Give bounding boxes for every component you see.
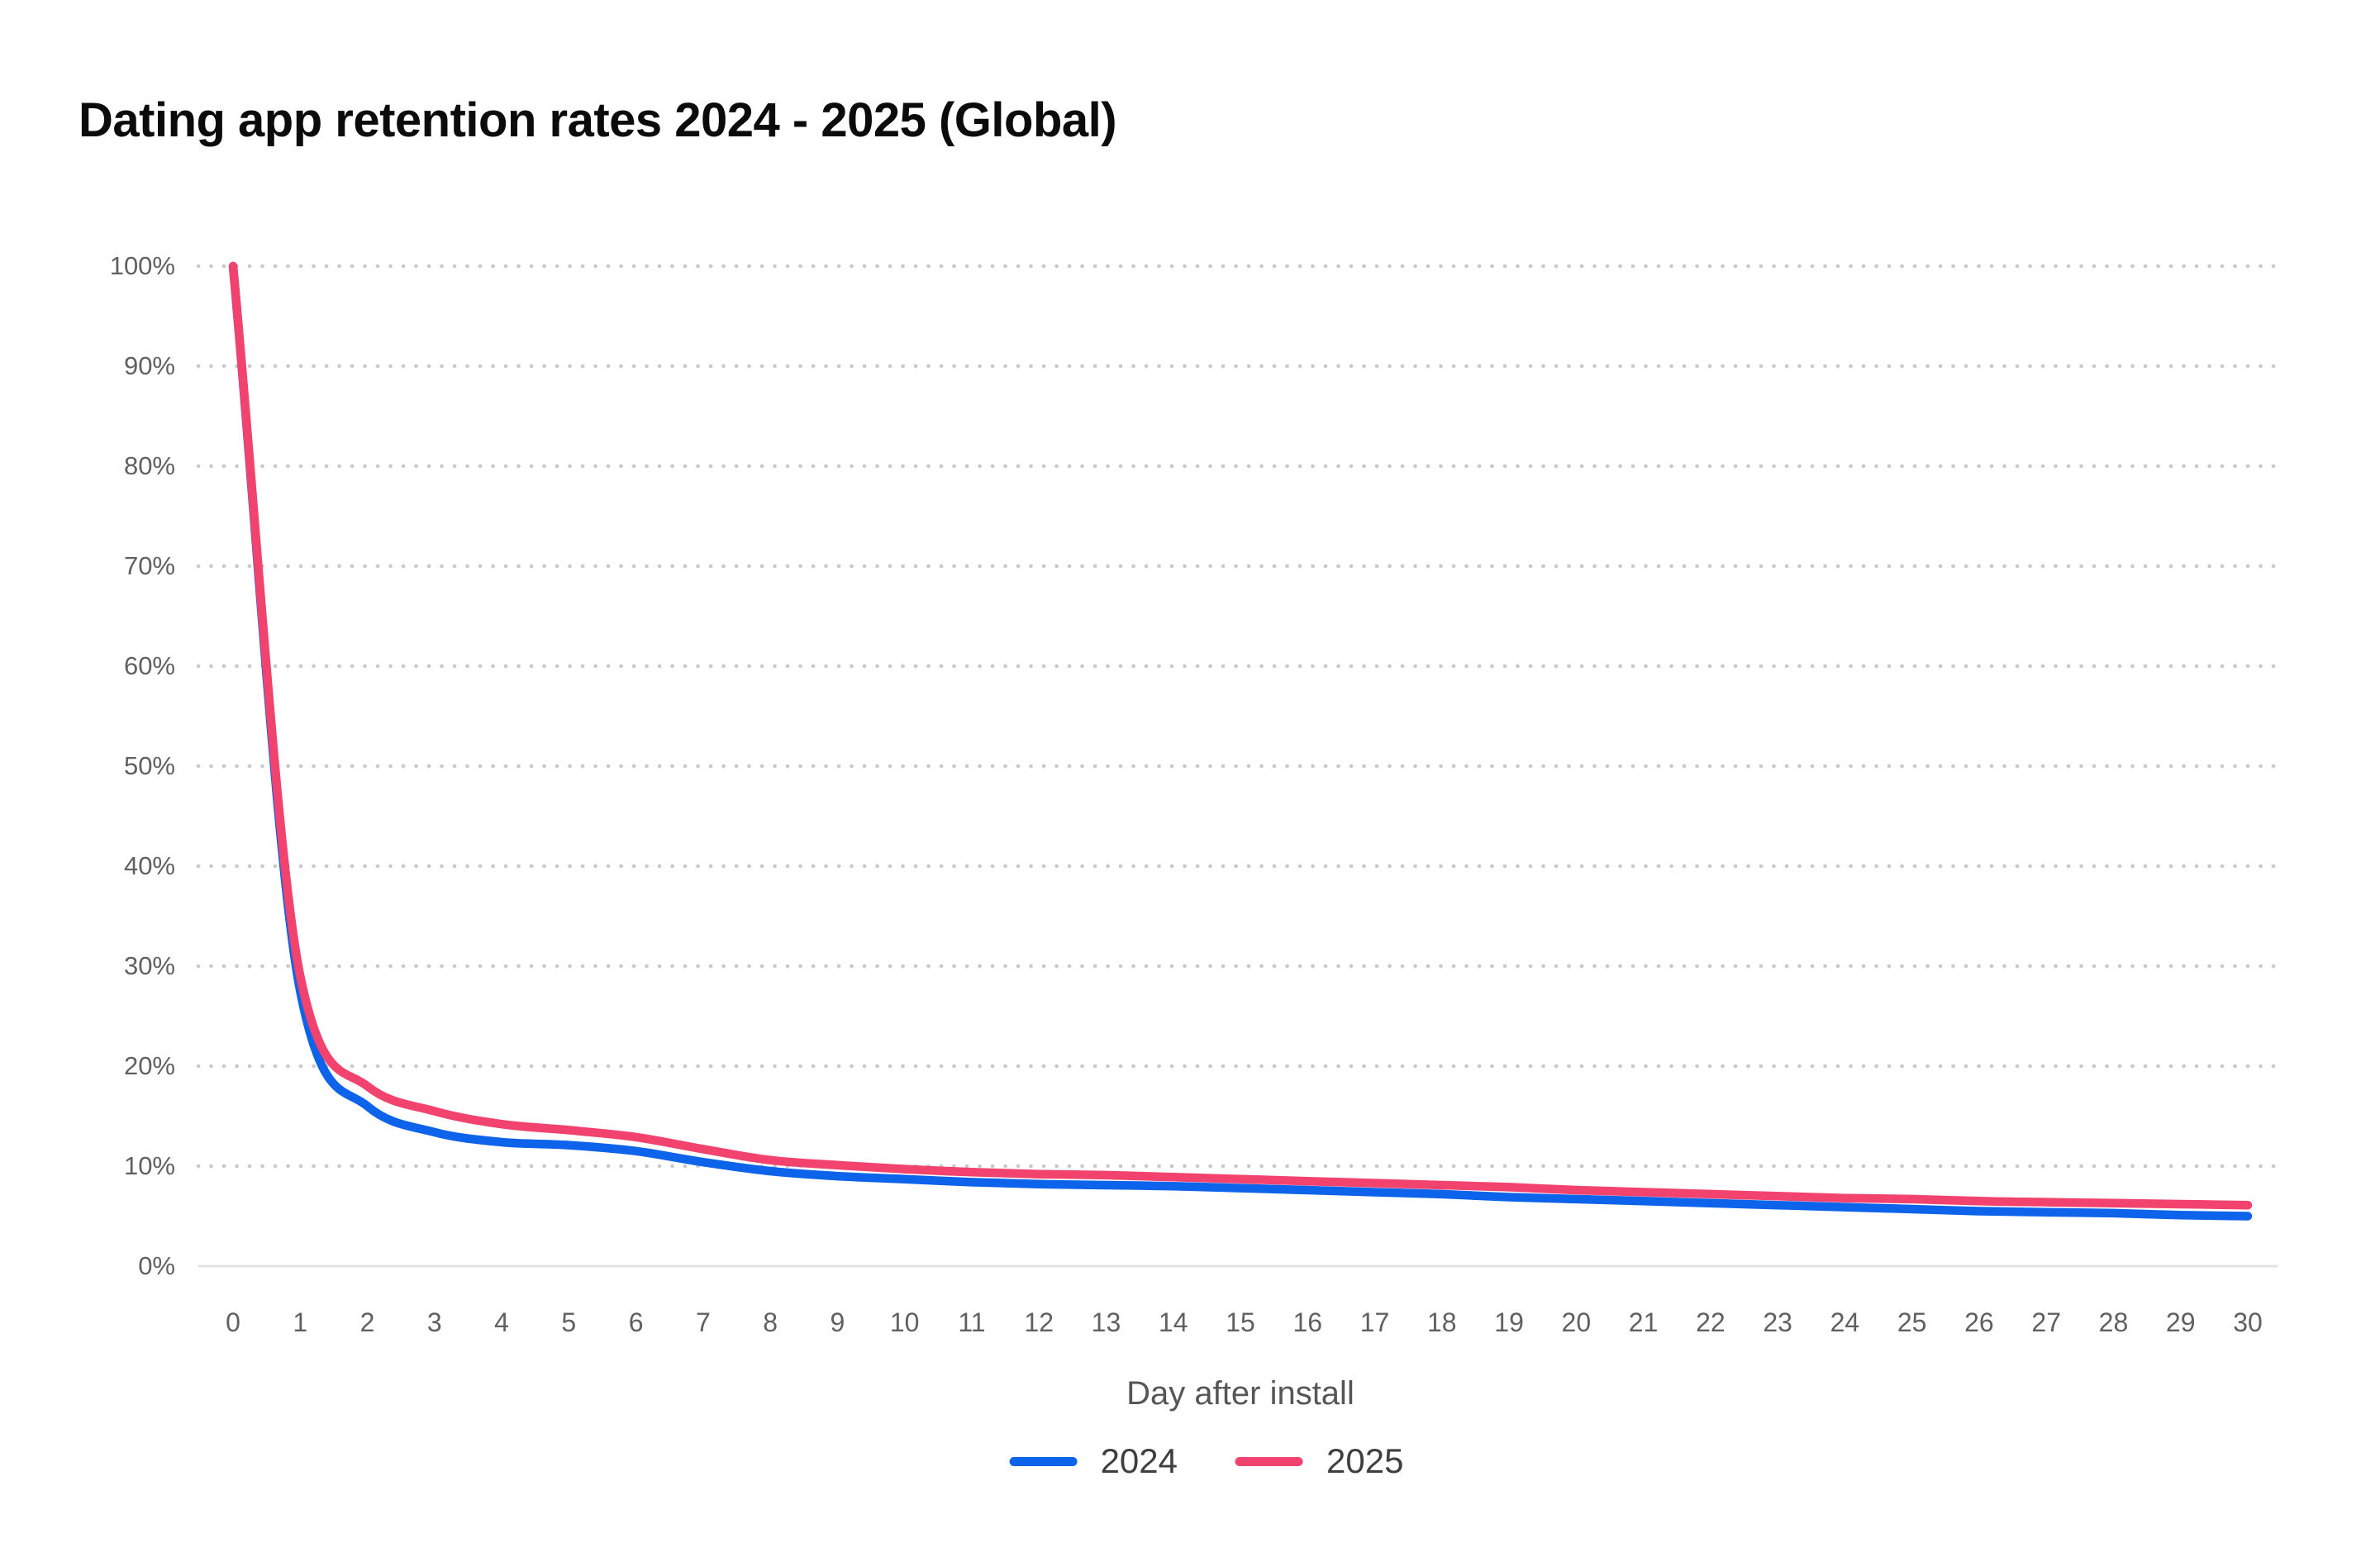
y-tick-label-50: 50% [123,751,175,780]
legend-item-2024: 2024 [1009,1441,1178,1481]
legend-label-2025: 2025 [1326,1441,1404,1480]
x-axis-title: Day after install [1126,1375,1354,1412]
x-tick-label-22: 22 [1696,1307,1726,1337]
x-tick-label-7: 7 [695,1307,711,1337]
x-tick-label-1: 1 [293,1307,308,1337]
x-tick-label-3: 3 [426,1307,442,1337]
y-tick-label-20: 20% [123,1051,175,1080]
x-tick-label-23: 23 [1763,1307,1792,1337]
x-tick-label-18: 18 [1427,1307,1457,1337]
x-tick-label-20: 20 [1561,1307,1592,1337]
x-tick-label-28: 28 [2098,1307,2129,1337]
series-line-2025 [228,261,2253,1210]
legend-swatch-2024 [1009,1456,1078,1466]
y-tick-label-80: 80% [123,451,175,480]
y-tick-label-30: 30% [123,951,175,980]
x-tick-label-5: 5 [561,1307,577,1337]
x-tick-label-21: 21 [1628,1307,1659,1337]
gridlines [196,264,2280,1268]
x-tick-label-10: 10 [889,1307,920,1337]
legend-item-2025: 2025 [1235,1441,1403,1481]
y-tick-label-60: 60% [123,651,175,680]
y-tick-label-100: 100% [109,251,175,280]
y-tick-label-40: 40% [123,851,175,880]
x-tick-label-25: 25 [1897,1307,1927,1337]
x-tick-label-17: 17 [1359,1307,1390,1337]
series-lines [228,261,2253,1221]
x-tick-label-12: 12 [1024,1307,1054,1337]
series-line-2024 [228,261,2253,1221]
x-tick-label-26: 26 [1964,1307,1994,1337]
x-tick-label-24: 24 [1830,1307,1860,1337]
y-tick-label-90: 90% [123,351,175,380]
legend: 2024 2025 [1009,1441,1403,1481]
x-tick-label-0: 0 [226,1307,240,1337]
y-tick-label-70: 70% [123,551,175,580]
x-tick-label-19: 19 [1494,1307,1524,1337]
legend-label-2024: 2024 [1100,1441,1178,1480]
x-tick-label-13: 13 [1091,1307,1121,1337]
x-tick-label-14: 14 [1158,1307,1188,1337]
x-tick-label-4: 4 [494,1307,509,1337]
y-tick-label-0: 0% [138,1251,175,1280]
x-tick-label-15: 15 [1226,1307,1255,1337]
x-tick-label-2: 2 [359,1307,375,1337]
x-tick-label-6: 6 [628,1307,644,1337]
x-tick-label-27: 27 [2031,1307,2061,1337]
legend-swatch-2025 [1235,1456,1303,1466]
chart-title: Dating app retention rates 2024 - 2025 (… [79,93,1117,147]
x-tick-label-9: 9 [830,1307,845,1337]
x-tick-label-29: 29 [2165,1307,2196,1337]
x-tick-label-16: 16 [1292,1307,1323,1337]
x-tick-label-11: 11 [958,1307,986,1337]
y-tick-label-10: 10% [123,1151,175,1180]
x-tick-label-30: 30 [2233,1307,2263,1337]
x-tick-label-8: 8 [763,1307,778,1337]
